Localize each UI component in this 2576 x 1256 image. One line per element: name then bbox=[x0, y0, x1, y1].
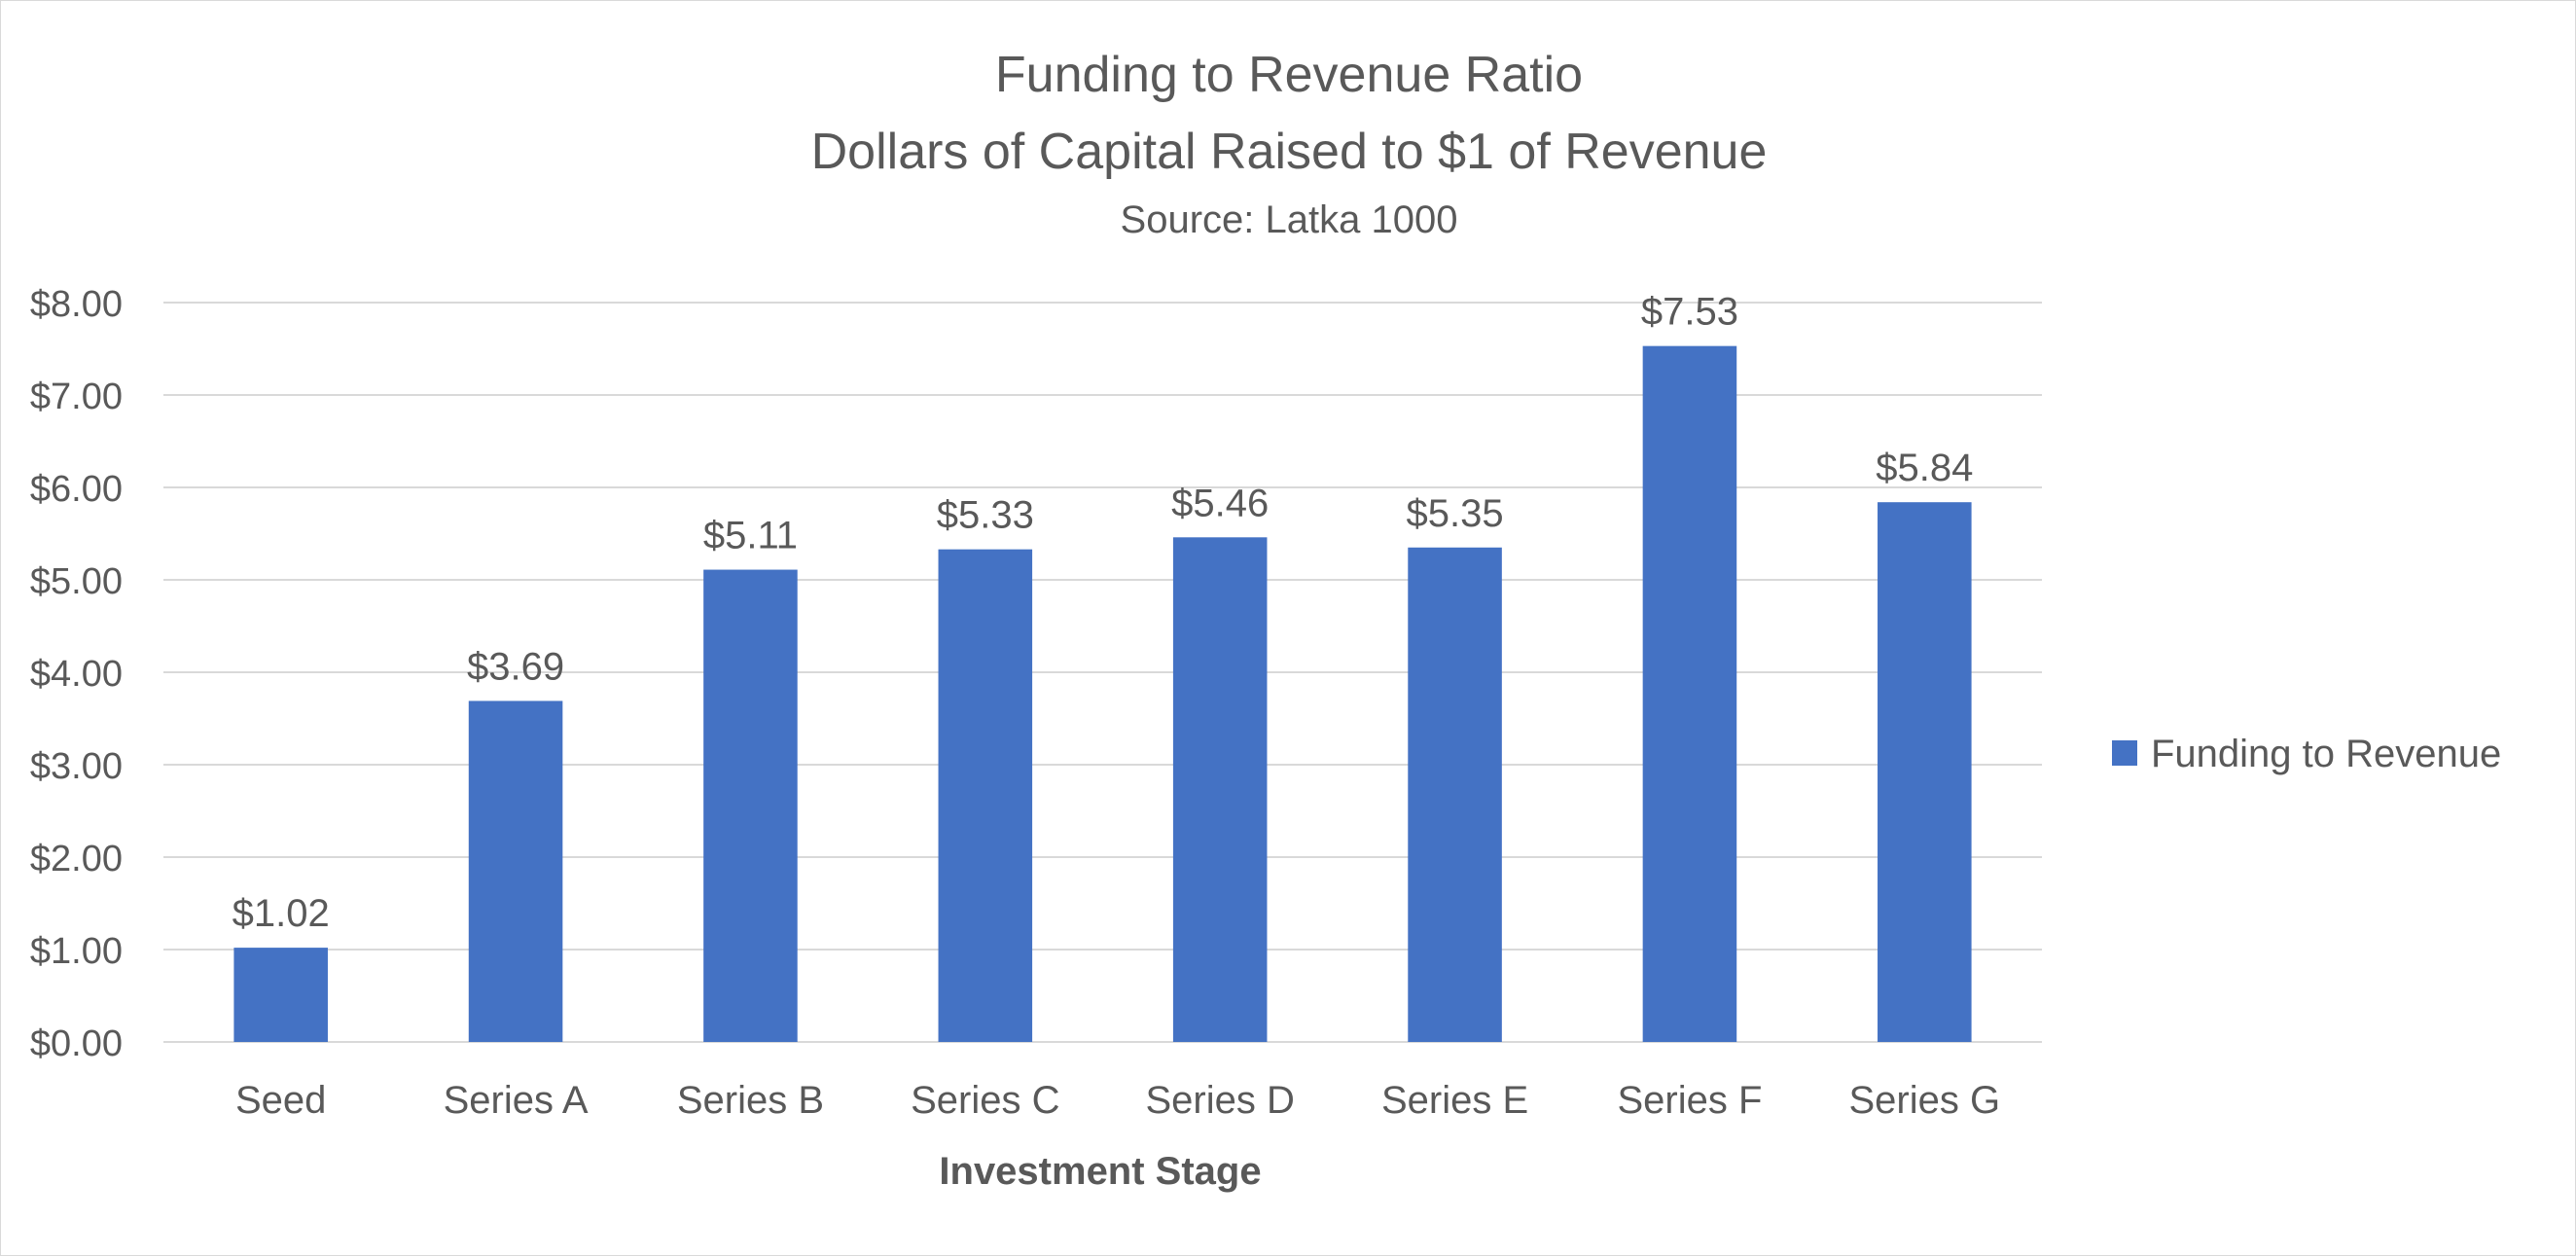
data-label: $5.84 bbox=[1876, 447, 1973, 489]
y-tick-label: $2.00 bbox=[30, 839, 123, 879]
x-tick-label: Series A bbox=[444, 1079, 589, 1122]
y-tick-label: $1.00 bbox=[30, 931, 123, 972]
bar bbox=[1408, 547, 1502, 1042]
legend: Funding to Revenue bbox=[2112, 733, 2501, 775]
bar bbox=[468, 700, 563, 1042]
y-tick-label: $6.00 bbox=[30, 469, 123, 510]
y-axis-ticks: $0.00 $1.00 $2.00 $3.00 $4.00 $5.00 $6.00 $7.00… bbox=[30, 284, 123, 1064]
x-tick-label: Series F bbox=[1617, 1079, 1762, 1122]
bar bbox=[703, 569, 798, 1042]
x-tick-label: Seed bbox=[235, 1079, 326, 1122]
bar bbox=[1642, 345, 1737, 1042]
y-tick-label: $5.00 bbox=[30, 561, 123, 602]
data-label: $5.33 bbox=[937, 494, 1034, 537]
data-label: $3.69 bbox=[467, 645, 564, 688]
x-tick-label: Series G bbox=[1849, 1079, 2001, 1122]
data-label: $1.02 bbox=[233, 892, 330, 935]
chart-source: Source: Latka 1000 bbox=[1121, 198, 1458, 241]
x-tick-label: Series E bbox=[1381, 1079, 1528, 1122]
bar bbox=[938, 549, 1033, 1042]
data-label: $5.35 bbox=[1407, 492, 1504, 535]
data-labels: $1.02 $3.69 $5.11 $5.33 $5.46 $5.35 $7.53 $5.84 bbox=[233, 291, 1974, 935]
bar bbox=[1878, 502, 1972, 1042]
y-tick-label: $8.00 bbox=[30, 284, 123, 325]
y-tick-label: $0.00 bbox=[30, 1023, 123, 1064]
x-axis-ticks: Seed Series A Series B Series C Series D Seri… bbox=[235, 1079, 2000, 1122]
y-tick-label: $4.00 bbox=[30, 654, 123, 695]
data-label: $5.46 bbox=[1171, 482, 1269, 524]
gridlines bbox=[163, 302, 2042, 1043]
x-tick-label: Series D bbox=[1145, 1079, 1294, 1122]
x-tick-label: Series C bbox=[911, 1079, 1059, 1122]
x-axis-title: Investment Stage bbox=[939, 1150, 1261, 1193]
chart-title: Funding to Revenue Ratio bbox=[995, 47, 1583, 103]
y-tick-label: $7.00 bbox=[30, 377, 123, 417]
legend-label: Funding to Revenue bbox=[2151, 733, 2501, 775]
bars bbox=[233, 345, 1972, 1042]
x-tick-label: Series B bbox=[677, 1079, 824, 1122]
bar bbox=[233, 948, 328, 1042]
data-label: $7.53 bbox=[1641, 291, 1738, 334]
bar bbox=[1172, 537, 1268, 1042]
legend-swatch bbox=[2112, 740, 2137, 766]
y-tick-label: $3.00 bbox=[30, 746, 123, 787]
data-label: $5.11 bbox=[703, 515, 798, 557]
chart-subtitle: Dollars of Capital Raised to $1 of Reven… bbox=[811, 124, 1768, 180]
